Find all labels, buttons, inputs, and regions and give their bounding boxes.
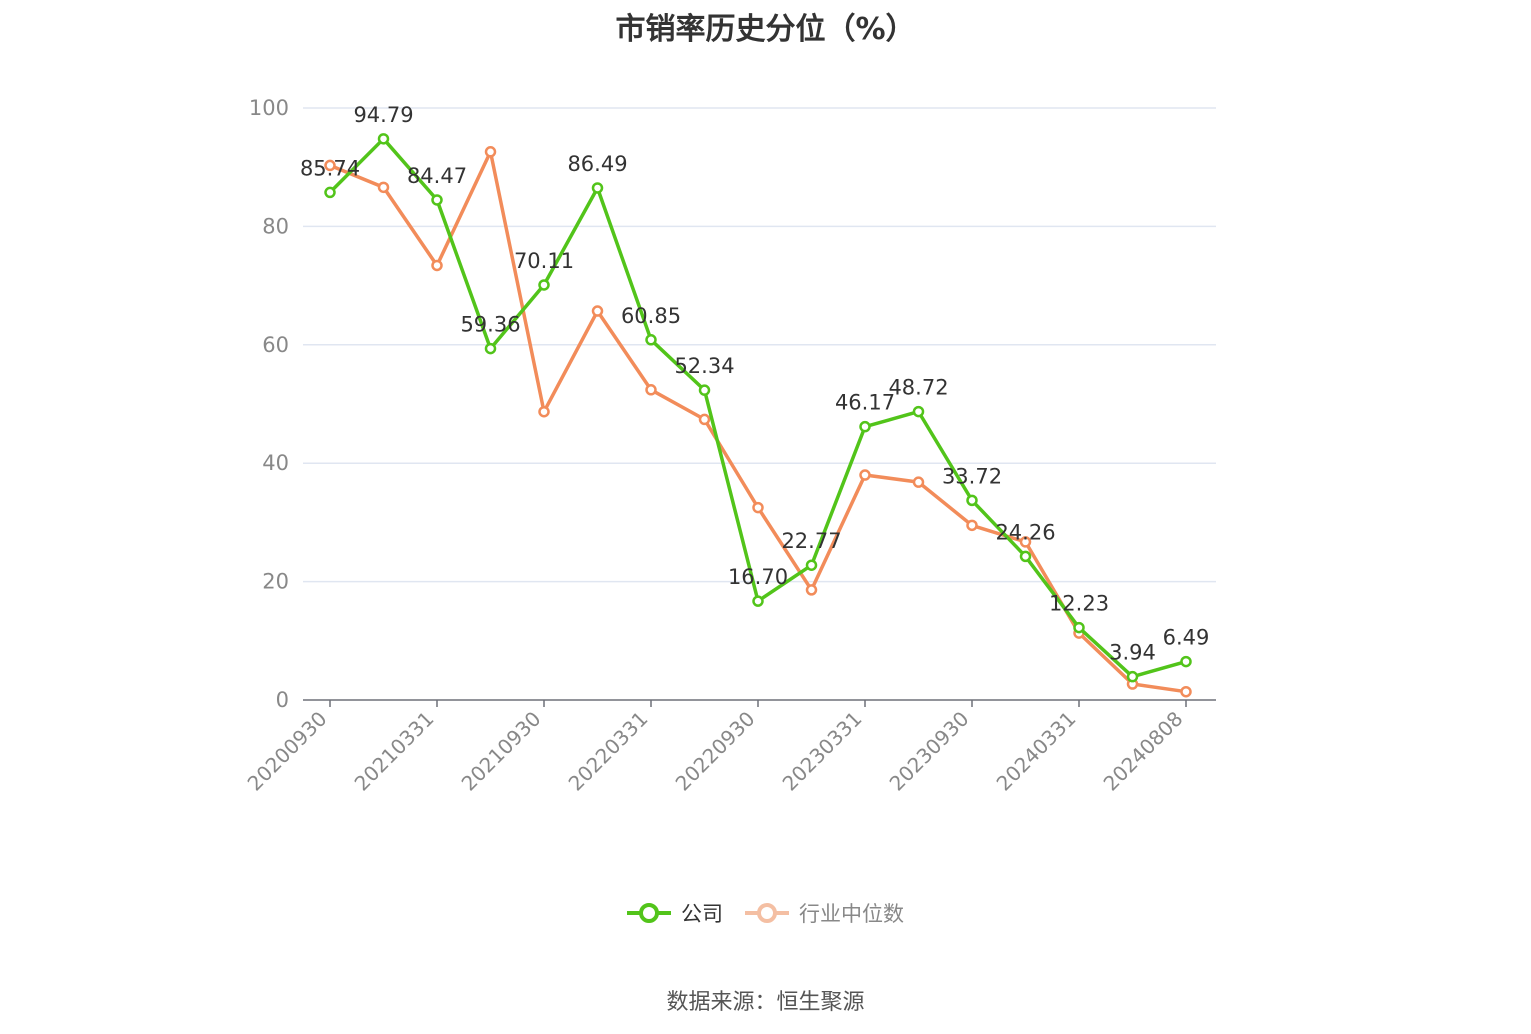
chart-title: 市销率历史分位（%） <box>615 12 916 47</box>
y-tick-label: 80 <box>262 214 289 238</box>
data-label: 48.72 <box>888 376 948 400</box>
legend-marker-company-icon <box>627 903 671 923</box>
data-point-industry-median <box>698 413 711 426</box>
x-tick-label: 20210331 <box>350 707 439 796</box>
data-point-company <box>859 420 871 433</box>
x-tick-label: 20220331 <box>564 707 653 796</box>
data-point-industry-median <box>912 476 925 488</box>
x-tick-label: 20240331 <box>992 707 1081 796</box>
data-label: 85.74 <box>300 156 360 180</box>
x-tick-label: 20210930 <box>457 707 546 796</box>
data-point-company <box>912 405 925 418</box>
data-label: 22.77 <box>781 529 841 553</box>
data-label: 24.26 <box>995 520 1055 544</box>
data-point-company <box>1019 550 1032 563</box>
data-point-company <box>538 279 550 291</box>
legend-item-industry-median[interactable]: 行业中位数 <box>745 898 904 928</box>
data-point-company <box>752 595 764 607</box>
data-point-company <box>591 182 604 194</box>
data-point-industry-median <box>324 159 336 172</box>
data-label: 84.47 <box>407 164 467 188</box>
y-tick-label: 100 <box>249 96 289 120</box>
data-label: 46.17 <box>835 391 895 415</box>
data-point-company <box>698 384 711 396</box>
data-point-company <box>484 342 497 355</box>
legend-marker-industry-median-icon <box>745 903 789 923</box>
y-tick-label: 0 <box>276 688 289 712</box>
data-labels: 85.74 94.79 84.47 59.36 70.11 86.49 60.85 52.34… <box>300 103 1209 665</box>
data-label: 52.34 <box>674 354 734 378</box>
data-label: 12.23 <box>1049 592 1109 616</box>
data-label: 16.70 <box>728 565 788 589</box>
data-point-company <box>645 334 657 346</box>
data-point-industry-median <box>966 519 978 532</box>
data-point-industry-median <box>1180 685 1192 698</box>
legend-label-industry-median: 行业中位数 <box>799 902 904 926</box>
data-point-company <box>1073 621 1085 634</box>
data-label: 94.79 <box>353 103 413 127</box>
data-point-industry-median <box>377 181 390 194</box>
legend: 公司 行业中位数 <box>0 895 1531 931</box>
y-tick-label: 40 <box>262 451 289 475</box>
data-label: 3.94 <box>1109 641 1156 665</box>
data-point-industry-median <box>1019 536 1032 548</box>
x-tick-label: 20240808 <box>1099 707 1188 796</box>
data-label: 86.49 <box>567 152 627 176</box>
legend-label-company: 公司 <box>681 902 723 926</box>
x-tick-label: 20230331 <box>778 707 867 796</box>
legend-item-company[interactable]: 公司 <box>627 898 723 928</box>
data-point-company <box>1180 655 1192 668</box>
data-point-company <box>1126 670 1139 683</box>
series-lines <box>324 133 1192 698</box>
data-label: 60.85 <box>621 304 681 328</box>
y-tick-label: 60 <box>262 333 289 357</box>
data-label: 70.11 <box>514 249 574 273</box>
data-point-industry-median <box>645 384 657 396</box>
data-point-industry-median <box>859 469 871 481</box>
x-tick-label: 20200930 <box>243 707 332 796</box>
data-point-company <box>431 194 443 206</box>
y-tick-label: 20 <box>262 570 289 594</box>
data-label: 33.72 <box>942 464 1002 488</box>
x-tick-label: 20220930 <box>671 707 760 796</box>
data-point-industry-median <box>591 305 604 317</box>
data-label: 59.36 <box>460 313 520 337</box>
data-point-industry-median <box>431 259 443 272</box>
x-tick-label: 20230930 <box>885 707 974 796</box>
data-point-industry-median <box>805 584 818 596</box>
data-point-industry-median <box>538 405 550 418</box>
data-point-industry-median <box>752 501 764 514</box>
data-source: 数据来源：恒生聚源 <box>666 990 865 1015</box>
data-point-company <box>805 559 818 571</box>
data-point-company <box>377 133 390 145</box>
data-point-company <box>324 186 336 199</box>
data-point-industry-median <box>484 146 497 158</box>
data-point-company <box>966 494 978 507</box>
data-label: 6.49 <box>1163 626 1210 650</box>
